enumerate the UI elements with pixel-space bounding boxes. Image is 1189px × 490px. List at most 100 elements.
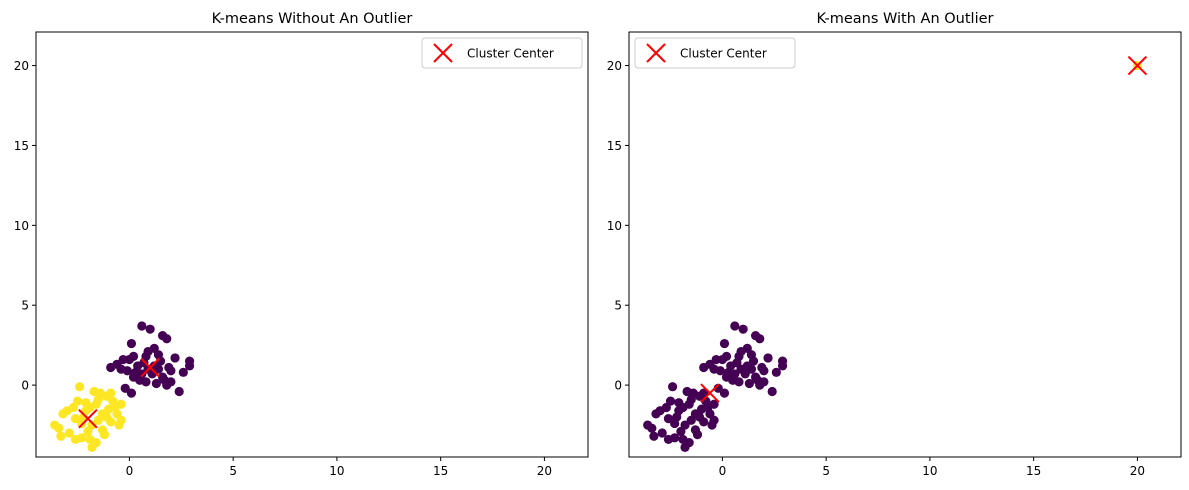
right-chart-panel: K-means With An Outlier 0 5 10 15 20 0 5 10 15 20 C… bbox=[607, 11, 1182, 478]
left-y-tick-label: 0 bbox=[21, 379, 29, 393]
cluster-center-marker bbox=[700, 383, 720, 403]
scatter-point bbox=[763, 353, 773, 363]
right-y-tick-label: 20 bbox=[607, 59, 622, 73]
scatter-point bbox=[139, 358, 149, 368]
scatter-point bbox=[686, 394, 696, 405]
scatter-point bbox=[112, 409, 122, 419]
scatter-point bbox=[705, 409, 715, 419]
left-points bbox=[36, 321, 195, 453]
right-y-tick-label: 5 bbox=[614, 299, 622, 313]
scatter-point bbox=[670, 433, 680, 443]
scatter-point bbox=[647, 423, 657, 433]
scatter-point bbox=[91, 438, 101, 448]
scatter-point bbox=[753, 375, 763, 385]
scatter-point bbox=[126, 388, 137, 398]
scatter-point bbox=[114, 420, 124, 430]
scatter-point bbox=[738, 324, 748, 334]
scatter-point bbox=[118, 354, 128, 365]
left-centers bbox=[78, 357, 160, 429]
scatter-point bbox=[709, 399, 719, 409]
scatter-point bbox=[767, 386, 777, 397]
right-legend: Cluster Center bbox=[634, 37, 796, 69]
left-y-tick-label: 10 bbox=[14, 219, 29, 233]
left-chart-panel: K-means Without An Outlier 0 5 10 15 20 0 5 10 15… bbox=[14, 11, 589, 478]
scatter-point bbox=[777, 361, 788, 371]
scatter-point bbox=[184, 361, 195, 371]
right-plot-area bbox=[629, 32, 1181, 457]
scatter-point bbox=[77, 433, 87, 443]
legend-label: Cluster Center bbox=[467, 47, 554, 61]
left-legend: Cluster Center bbox=[421, 37, 583, 69]
legend-box bbox=[421, 37, 583, 69]
scatter-point bbox=[680, 420, 690, 430]
right-x-tick-label: 10 bbox=[922, 464, 937, 478]
left-x-tick-label: 15 bbox=[433, 464, 448, 478]
scatter-point bbox=[746, 350, 757, 360]
left-y-tick-label: 20 bbox=[14, 59, 29, 73]
right-centers bbox=[700, 55, 1148, 403]
scatter-point bbox=[166, 366, 176, 376]
scatter-point bbox=[162, 334, 172, 344]
scatter-point bbox=[151, 378, 161, 389]
left-x-tick-label: 10 bbox=[329, 464, 344, 478]
left-plot-area bbox=[36, 32, 588, 457]
scatter-point bbox=[730, 369, 740, 379]
scatter-point bbox=[56, 431, 66, 441]
scatter-point bbox=[678, 402, 688, 413]
scatter-point bbox=[106, 388, 116, 398]
scatter-point bbox=[120, 383, 130, 393]
scatter-point bbox=[64, 428, 74, 438]
scatter-point bbox=[657, 428, 667, 438]
scatter-point bbox=[719, 388, 730, 398]
right-x-tick-label: 5 bbox=[822, 464, 830, 478]
right-chart-title: K-means With An Outlier bbox=[817, 11, 994, 27]
scatter-point bbox=[128, 351, 139, 361]
right-x-tick-label: 20 bbox=[1130, 464, 1145, 478]
scatter-point bbox=[649, 431, 659, 441]
scatter-point bbox=[742, 361, 752, 371]
scatter-point bbox=[721, 351, 732, 361]
scatter-point bbox=[744, 378, 754, 389]
scatter-point bbox=[667, 382, 678, 392]
scatter-point bbox=[137, 369, 147, 379]
scatter-point bbox=[629, 400, 630, 405]
scatter-point bbox=[87, 420, 97, 430]
scatter-point bbox=[719, 338, 730, 349]
right-x-tick-label: 0 bbox=[719, 464, 727, 478]
scatter-point bbox=[771, 367, 781, 377]
cluster-center-marker bbox=[140, 357, 160, 378]
scatter-point bbox=[116, 399, 126, 409]
scatter-point bbox=[70, 414, 81, 424]
scatter-point bbox=[759, 366, 769, 376]
scatter-point bbox=[755, 334, 765, 344]
legend-box bbox=[634, 37, 796, 69]
scatter-point bbox=[137, 321, 147, 331]
scatter-point bbox=[101, 412, 112, 422]
scatter-point bbox=[707, 420, 717, 430]
scatter-point bbox=[174, 386, 184, 397]
scatter-point bbox=[715, 366, 725, 376]
scatter-point bbox=[170, 353, 180, 363]
scatter-point bbox=[732, 358, 742, 368]
right-x-tick-label: 15 bbox=[1026, 464, 1041, 478]
scatter-point bbox=[112, 359, 122, 369]
scatter-point bbox=[143, 346, 153, 357]
scatter-point bbox=[705, 359, 715, 369]
right-plot-frame bbox=[628, 31, 1182, 458]
scatter-point bbox=[699, 388, 709, 398]
left-x-tick-label: 5 bbox=[229, 464, 237, 478]
scatter-point bbox=[126, 338, 137, 349]
scatter-point bbox=[160, 375, 170, 385]
scatter-point bbox=[730, 321, 740, 331]
scatter-point bbox=[145, 324, 155, 334]
left-y-tick-label: 5 bbox=[21, 299, 29, 313]
scatter-point bbox=[663, 414, 674, 424]
left-plot-frame bbox=[35, 31, 589, 458]
left-x-tick-label: 0 bbox=[126, 464, 134, 478]
scatter-point bbox=[74, 382, 85, 392]
cluster-center-marker bbox=[1127, 55, 1148, 76]
scatter-point bbox=[736, 346, 746, 357]
cluster-center-marker bbox=[78, 408, 98, 429]
left-x-tick-label: 20 bbox=[537, 464, 552, 478]
